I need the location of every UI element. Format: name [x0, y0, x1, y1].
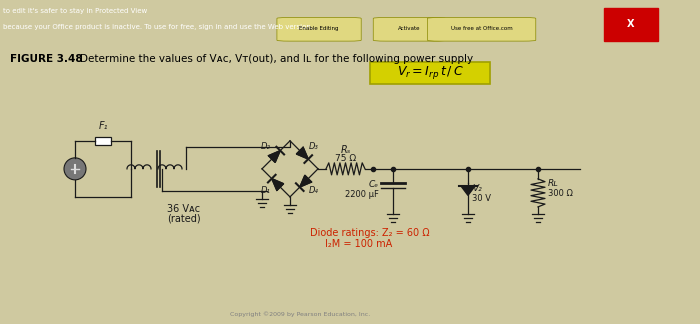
- Text: Rₛ: Rₛ: [340, 145, 351, 155]
- Text: D₃: D₃: [309, 142, 319, 151]
- Text: 2200 μF: 2200 μF: [345, 191, 379, 199]
- Bar: [370, 62, 490, 84]
- Text: Activate: Activate: [398, 26, 421, 31]
- FancyBboxPatch shape: [428, 17, 536, 41]
- FancyBboxPatch shape: [277, 17, 361, 41]
- Text: F₁: F₁: [98, 121, 108, 131]
- Polygon shape: [272, 179, 284, 191]
- FancyBboxPatch shape: [373, 17, 445, 41]
- Text: because your Office product is inactive. To use for free, sign in and use the We: because your Office product is inactive.…: [3, 24, 313, 30]
- Text: Use free at Office.com: Use free at Office.com: [451, 26, 512, 31]
- Text: Cₑ: Cₑ: [369, 180, 379, 189]
- Polygon shape: [268, 151, 280, 163]
- Text: X: X: [627, 19, 635, 29]
- Polygon shape: [461, 186, 475, 195]
- Text: V₂: V₂: [472, 184, 482, 193]
- Text: Diode ratings: Z₂ = 60 Ω: Diode ratings: Z₂ = 60 Ω: [310, 228, 430, 238]
- Text: 75 Ω: 75 Ω: [335, 154, 356, 163]
- Text: 36 Vᴀᴄ: 36 Vᴀᴄ: [167, 204, 200, 214]
- Circle shape: [64, 158, 86, 180]
- Bar: [95, 137, 111, 145]
- Text: to edit it's safer to stay in Protected View: to edit it's safer to stay in Protected …: [3, 8, 147, 14]
- Text: Copyright ©2009 by Pearson Education, Inc.: Copyright ©2009 by Pearson Education, In…: [230, 311, 370, 317]
- Polygon shape: [296, 147, 308, 159]
- Text: D₁: D₁: [261, 186, 271, 195]
- Text: 300 Ω: 300 Ω: [548, 190, 573, 198]
- Text: D₂: D₂: [261, 142, 271, 151]
- Text: Enable Editing: Enable Editing: [300, 26, 339, 31]
- Bar: [604, 8, 658, 40]
- Text: (rated): (rated): [167, 214, 201, 224]
- Text: Rʟ: Rʟ: [548, 179, 559, 188]
- Text: I₂M = 100 mA: I₂M = 100 mA: [325, 239, 392, 249]
- Text: Determine the values of Vᴀᴄ, Vᴛ(out), and Iʟ for the following power supply: Determine the values of Vᴀᴄ, Vᴛ(out), an…: [80, 54, 473, 64]
- Polygon shape: [300, 175, 312, 187]
- Text: $V_r = I_{rp}\,t\,/\,C$: $V_r = I_{rp}\,t\,/\,C$: [396, 64, 463, 81]
- Text: 30 V: 30 V: [472, 194, 491, 203]
- Text: FIGURE 3.48: FIGURE 3.48: [10, 54, 83, 64]
- Text: D₄: D₄: [309, 186, 319, 195]
